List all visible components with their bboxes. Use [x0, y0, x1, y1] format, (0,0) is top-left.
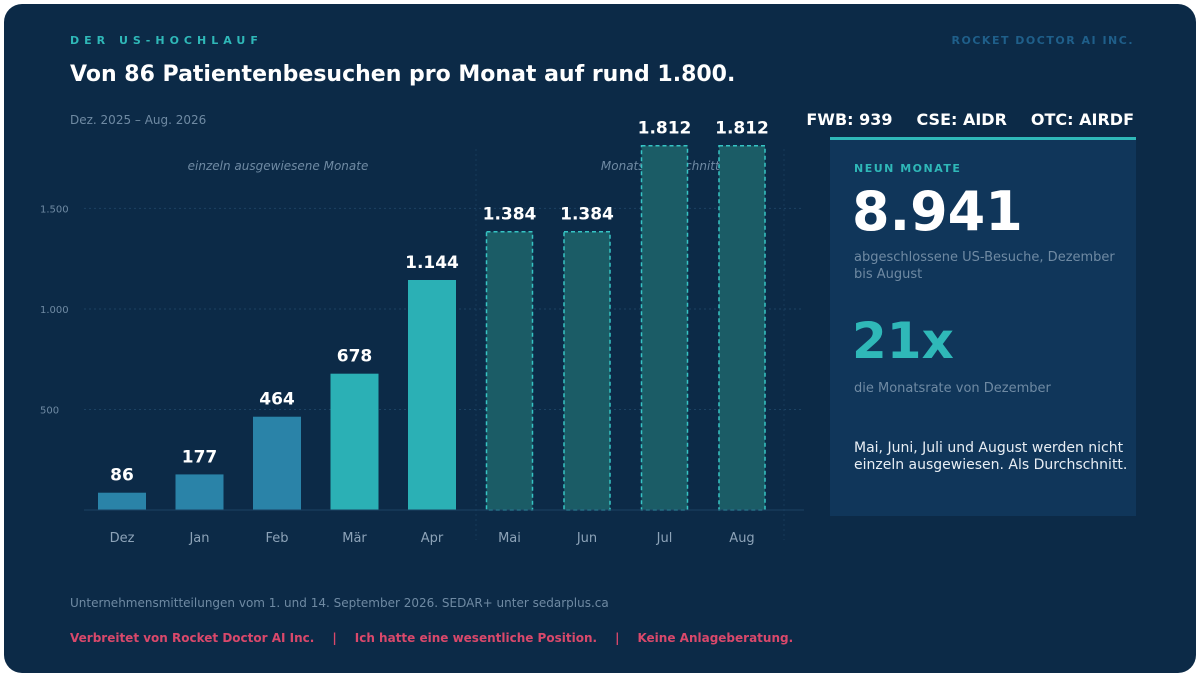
- bar-chart: 500 1.000 1.500 einzeln ausgewiesene Monate…: [40, 119, 804, 546]
- ticker-otc: OTC: AIRDF: [1030, 110, 1134, 129]
- disclaimer-advice: Keine Anlageberatung.: [637, 631, 794, 645]
- ticker-fwb: FWB: 939: [806, 110, 893, 129]
- x-tick-label: Jan: [188, 531, 209, 546]
- bar-value-label: 1.384: [483, 205, 537, 225]
- bar: [408, 279, 456, 510]
- bar-value-label: 464: [259, 390, 295, 410]
- x-tick-label: Aug: [729, 531, 754, 546]
- ticker-cse: CSE: AIDR: [916, 110, 1007, 129]
- source-note: Unternehmensmitteilungen vom 1. und 14. …: [70, 596, 609, 610]
- bar-value-label: 1.144: [405, 253, 459, 273]
- group-label-individual: einzeln ausgewiesene Monate: [188, 159, 369, 173]
- y-tick-label: 500: [40, 405, 59, 416]
- x-tick-label: Jun: [576, 531, 597, 546]
- eyebrow-label: DER US-HOCHLAUF: [70, 34, 263, 47]
- x-tick-label: Apr: [421, 531, 444, 546]
- y-tick-label: 1.500: [40, 204, 69, 215]
- bar-value-label: 1.384: [560, 205, 614, 225]
- growth-ratio-value: 21x: [852, 312, 954, 370]
- bar: [253, 416, 301, 510]
- disclaimer-separator: |: [332, 631, 337, 645]
- bar-average: [718, 144, 766, 511]
- x-tick-label: Dez: [110, 531, 135, 546]
- bar: [98, 492, 146, 510]
- bar-value-label: 177: [182, 447, 218, 467]
- disclaimer-separator: |: [615, 631, 620, 645]
- ticker-list: FWB: 939 CSE: AIDR OTC: AIRDF: [806, 110, 1134, 129]
- total-visits-value: 8.941: [852, 180, 1023, 243]
- bar-average: [563, 230, 611, 511]
- disclaimer-line: Verbreitet von Rocket Doctor AI Inc. | I…: [70, 631, 793, 645]
- x-tick-label: Mär: [342, 531, 367, 546]
- bar-value-label: 86: [110, 466, 134, 486]
- y-tick-label: 1.000: [40, 305, 69, 316]
- x-tick-label: Jul: [656, 531, 673, 546]
- bar: [175, 474, 224, 510]
- x-tick-label: Feb: [265, 531, 288, 546]
- bar-average: [640, 144, 689, 511]
- period-label: Dez. 2025 – Aug. 2026: [70, 113, 207, 127]
- summary-panel: NEUN MONATE 8.941 abgeschlossene US-Besu…: [830, 137, 1136, 516]
- bar-value-label: 1.812: [715, 119, 769, 139]
- bar-value-label: 1.812: [638, 119, 692, 139]
- brand-label: ROCKET DOCTOR AI INC.: [951, 34, 1134, 47]
- bar-value-label: 678: [337, 347, 373, 367]
- bar-average: [485, 230, 534, 511]
- disclaimer-position: Ich hatte eine wesentliche Position.: [354, 631, 598, 645]
- x-tick-label: Mai: [498, 531, 521, 546]
- panel-label: NEUN MONATE: [854, 162, 962, 175]
- growth-ratio-caption: die Monatsrate von Dezember: [854, 381, 1051, 396]
- averages-note: Mai, Juni, Juli und August werden nicht …: [854, 440, 1128, 473]
- page-title: Von 86 Patientenbesuchen pro Monat auf r…: [70, 62, 736, 87]
- infographic-card: DER US-HOCHLAUF ROCKET DOCTOR AI INC. Vo…: [4, 4, 1196, 673]
- bar: [330, 373, 379, 510]
- disclaimer-distributor: Verbreitet von Rocket Doctor AI Inc.: [70, 631, 315, 645]
- total-visits-caption: abgeschlossene US-Besuche, Dezember bis …: [854, 250, 1115, 282]
